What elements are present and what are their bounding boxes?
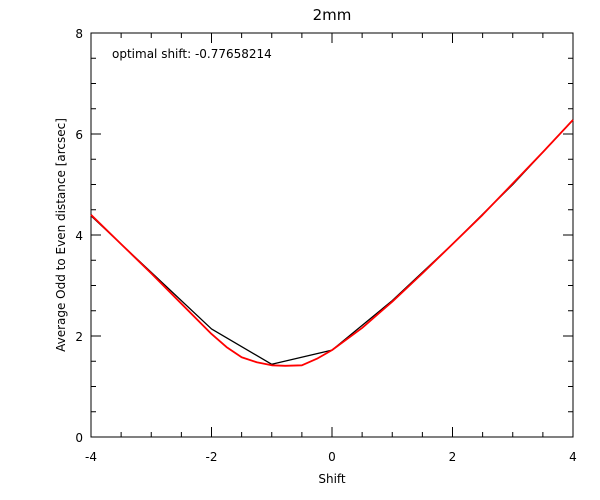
series-line-measured — [90, 119, 574, 365]
chart-title: 2mm — [313, 6, 352, 24]
plot-frame — [90, 32, 574, 438]
series-layer — [90, 119, 574, 367]
x-tick-label: -2 — [206, 450, 218, 464]
x-tick-label: 4 — [569, 450, 577, 464]
y-tick-label: 2 — [75, 330, 83, 344]
optimal-shift-annotation: optimal shift: -0.77658214 — [112, 47, 272, 61]
x-tick-label: 2 — [449, 450, 457, 464]
y-axis-label: Average Odd to Even distance [arcsec] — [54, 118, 68, 352]
axis-ticks — [90, 32, 574, 438]
y-tick-label: 0 — [75, 431, 83, 445]
series-line-fit — [90, 119, 574, 367]
y-tick-label: 6 — [75, 128, 83, 142]
tick-labels: -4 -2 0 2 4 0 2 4 6 8 — [75, 27, 576, 464]
y-tick-label: 4 — [75, 229, 83, 243]
x-tick-label: 0 — [328, 450, 336, 464]
x-axis-label: Shift — [318, 472, 346, 486]
x-tick-label: -4 — [85, 450, 97, 464]
y-tick-label: 8 — [75, 27, 83, 41]
